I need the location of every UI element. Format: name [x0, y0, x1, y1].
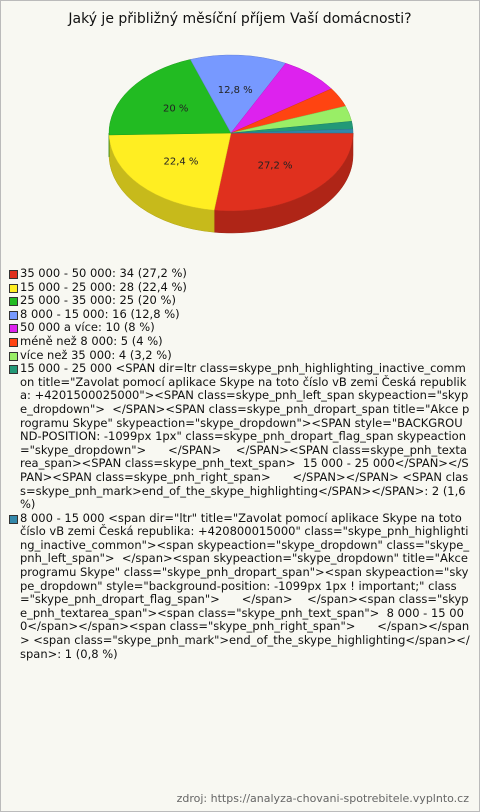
slice	[108, 132, 232, 211]
legend-label: 8 000 - 15 000 <span dir="ltr" title="Za…	[20, 510, 472, 661]
pie: 27,2 % 22,4 % 20 % 12,8 %	[108, 54, 354, 234]
legend-label: méně než 8 000: 5 (4 %)	[20, 333, 163, 348]
legend-item: 35 000 - 50 000: 34 (27,2 %)	[9, 266, 471, 281]
legend-item: 25 000 - 35 000: 25 (20 %)	[9, 293, 471, 308]
slice	[230, 128, 354, 134]
legend-swatch	[9, 270, 18, 279]
legend-label: 8 000 - 15 000: 16 (12,8 %)	[20, 306, 180, 321]
slice	[108, 59, 232, 136]
legend-swatch	[9, 310, 18, 320]
chart-title: Jaký je přibližný měsíční příjem Vaší do…	[68, 11, 412, 27]
legend-swatch	[9, 324, 18, 334]
legend-label: 15 000 - 25 000: 28 (22,4 %)	[20, 279, 187, 294]
data-label: 12,8 %	[218, 85, 253, 96]
legend-item: 15 000 - 25 000 <SPAN dir=ltr class=skyp…	[9, 361, 471, 512]
legend-swatch	[9, 351, 18, 361]
legend-item: více než 35 000: 4 (3,2 %)	[9, 347, 471, 363]
source: zdroj: https://analyza-chovani-spotrebit…	[176, 792, 469, 805]
legend: 35 000 - 50 000: 34 (27,2 %) 15 000 - 25 …	[9, 266, 472, 662]
legend-item: méně než 8 000: 5 (4 %)	[9, 333, 471, 349]
legend-swatch	[9, 514, 18, 524]
data-label: 20 %	[163, 104, 188, 115]
legend-item: 50 000 a více: 10 (8 %)	[9, 321, 471, 335]
legend-swatch	[9, 337, 18, 347]
legend-label: více než 35 000: 4 (3,2 %)	[20, 347, 172, 362]
slice	[213, 132, 354, 212]
data-label: 27,2 %	[258, 160, 293, 171]
legend-label: 25 000 - 35 000: 25 (20 %)	[20, 293, 176, 308]
legend-label: 35 000 - 50 000: 34 (27,2 %)	[20, 266, 187, 280]
legend-swatch	[9, 283, 18, 293]
slice	[190, 54, 287, 134]
legend-label: 15 000 - 25 000 <SPAN dir=ltr class=skyp…	[20, 361, 470, 512]
legend-swatch	[9, 297, 18, 307]
legend-label: 50 000 a více: 10 (8 %)	[20, 320, 155, 335]
legend-item: 8 000 - 15 000 <span dir="ltr" title="Za…	[9, 510, 472, 662]
legend-swatch	[9, 365, 18, 375]
data-label: 22,4 %	[163, 157, 198, 168]
legend-item: 15 000 - 25 000: 28 (22,4 %)	[9, 279, 471, 295]
legend-item: 8 000 - 15 000: 16 (12,8 %)	[9, 306, 471, 322]
